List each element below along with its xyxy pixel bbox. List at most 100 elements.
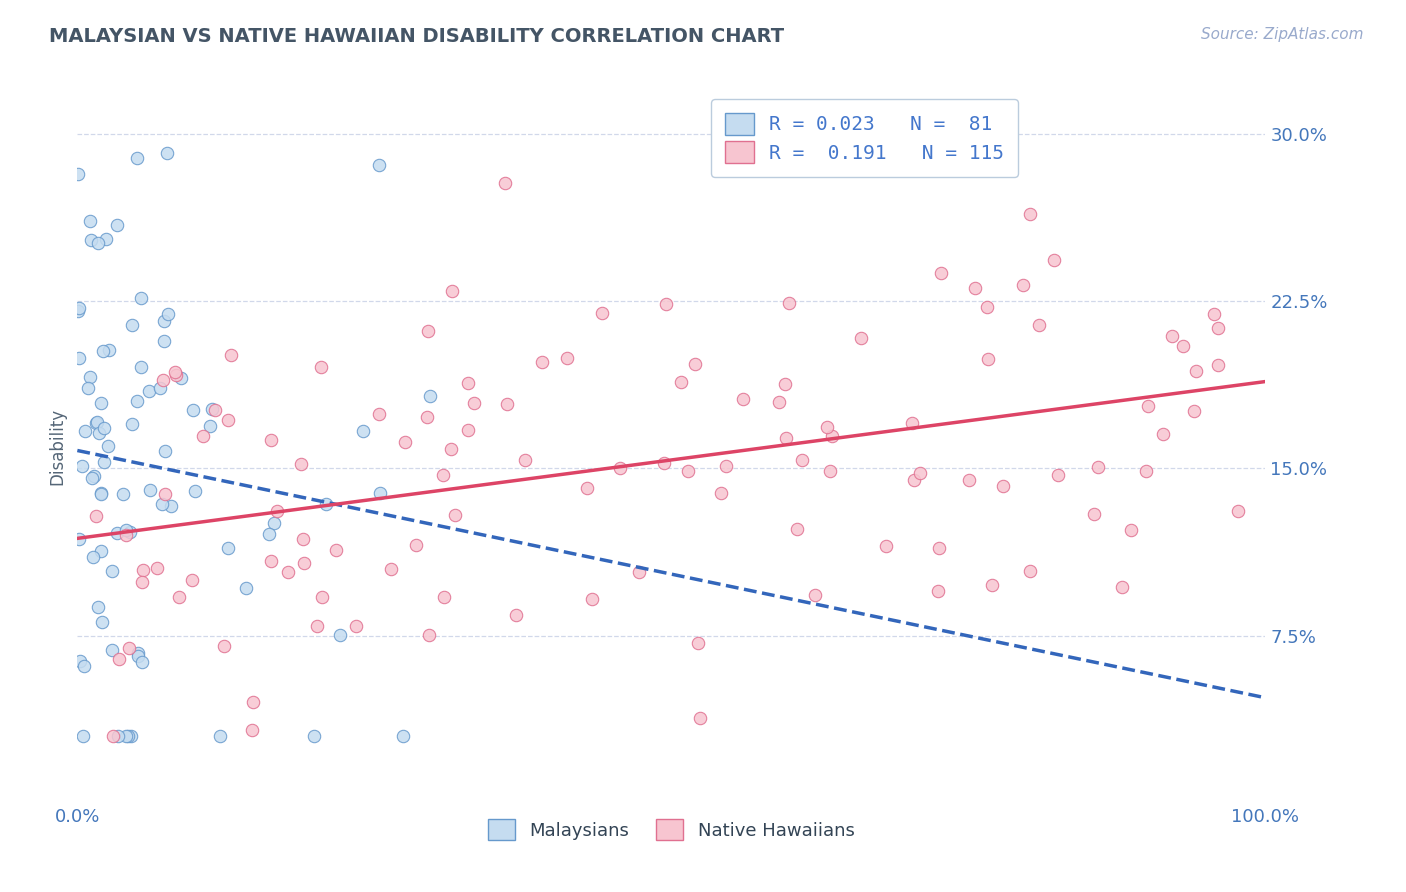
Point: [849, 330, 872, 344]
Point: [221, 348, 243, 362]
Point: [90, 487, 112, 501]
Point: [86, 415, 108, 429]
Point: [1043, 252, 1066, 267]
Point: [198, 419, 221, 434]
Point: [146, 561, 169, 575]
Point: [156, 307, 179, 321]
Point: [100, 564, 122, 578]
Point: [97, 439, 120, 453]
Point: [67, 301, 90, 315]
Point: [90, 544, 112, 558]
Point: [441, 285, 464, 299]
Point: [82, 550, 104, 565]
Point: [94, 232, 117, 246]
Text: Source: ZipAtlas.com: Source: ZipAtlas.com: [1201, 27, 1364, 42]
Point: [69, 655, 91, 669]
Point: [686, 636, 709, 650]
Point: [1019, 564, 1042, 578]
Point: [901, 416, 924, 430]
Point: [683, 357, 706, 371]
Point: [93, 421, 115, 435]
Point: [121, 318, 143, 332]
Point: [1019, 207, 1042, 221]
Point: [418, 324, 440, 338]
Point: [689, 711, 711, 725]
Point: [980, 578, 1002, 592]
Point: [1202, 307, 1225, 321]
Point: [1185, 364, 1208, 378]
Point: [127, 646, 149, 660]
Point: [671, 375, 693, 389]
Point: [90, 485, 112, 500]
Point: [167, 590, 190, 604]
Point: [117, 729, 139, 743]
Point: [217, 413, 239, 427]
Point: [1087, 460, 1109, 475]
Point: [139, 483, 162, 498]
Text: MALAYSIAN VS NATIVE HAWAIIAN DISABILITY CORRELATION CHART: MALAYSIAN VS NATIVE HAWAIIAN DISABILITY …: [49, 27, 785, 45]
Point: [118, 525, 141, 540]
Point: [155, 145, 177, 160]
Point: [927, 583, 949, 598]
Point: [652, 456, 675, 470]
Point: [928, 541, 950, 555]
Point: [627, 566, 650, 580]
Point: [129, 359, 152, 374]
Point: [1135, 465, 1157, 479]
Point: [908, 466, 931, 480]
Point: [775, 431, 797, 445]
Point: [778, 296, 800, 310]
Point: [235, 581, 257, 595]
Point: [405, 538, 427, 552]
Point: [242, 694, 264, 708]
Point: [70, 458, 93, 473]
Point: [76, 381, 98, 395]
Point: [415, 409, 437, 424]
Point: [368, 486, 391, 500]
Point: [150, 497, 173, 511]
Point: [149, 380, 172, 394]
Point: [309, 360, 332, 375]
Point: [260, 433, 283, 447]
Point: [307, 618, 329, 632]
Point: [165, 368, 187, 382]
Point: [609, 460, 631, 475]
Point: [181, 403, 204, 417]
Point: [494, 176, 516, 190]
Point: [344, 619, 367, 633]
Point: [1227, 504, 1250, 518]
Point: [311, 591, 333, 605]
Point: [418, 628, 440, 642]
Point: [1111, 580, 1133, 594]
Point: [208, 729, 231, 743]
Point: [217, 541, 239, 555]
Point: [804, 588, 827, 602]
Point: [1028, 318, 1050, 332]
Y-axis label: Disability: Disability: [48, 408, 66, 484]
Point: [931, 266, 953, 280]
Point: [993, 479, 1015, 493]
Point: [591, 305, 613, 319]
Point: [575, 482, 598, 496]
Point: [260, 554, 283, 568]
Point: [127, 648, 149, 663]
Point: [977, 352, 1000, 367]
Point: [820, 429, 842, 443]
Point: [263, 516, 285, 530]
Point: [391, 729, 413, 743]
Point: [66, 304, 89, 318]
Point: [79, 370, 101, 384]
Point: [505, 607, 527, 622]
Point: [433, 590, 456, 604]
Point: [1136, 399, 1159, 413]
Point: [1119, 523, 1142, 537]
Point: [201, 401, 224, 416]
Point: [84, 509, 107, 524]
Point: [82, 471, 104, 485]
Point: [302, 729, 325, 743]
Point: [87, 599, 110, 614]
Point: [101, 729, 124, 743]
Point: [419, 389, 441, 403]
Legend: Malaysians, Native Hawaiians: Malaysians, Native Hawaiians: [481, 812, 862, 847]
Point: [710, 486, 733, 500]
